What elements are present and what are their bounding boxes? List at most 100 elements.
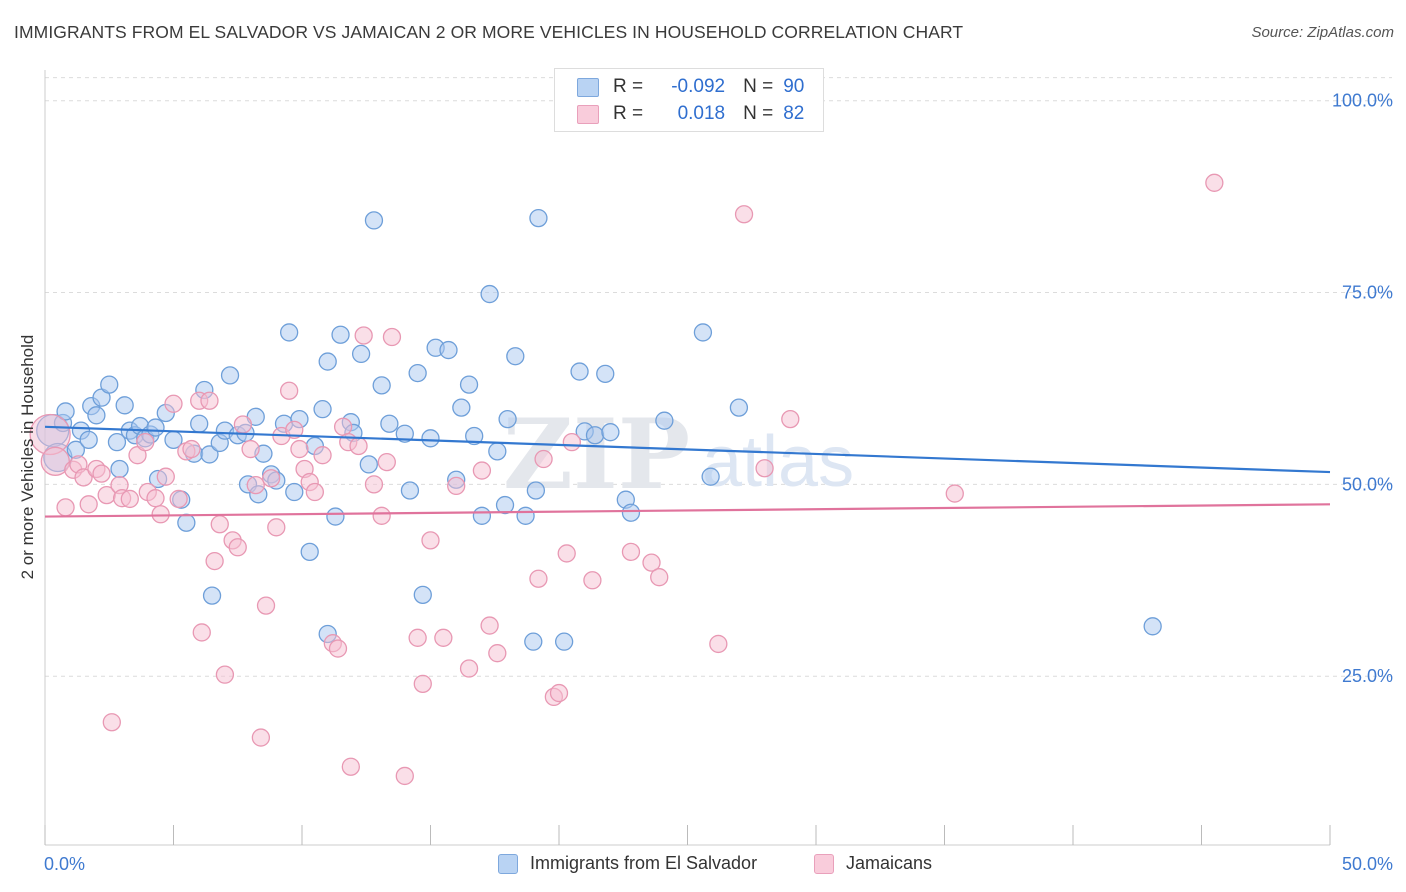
point-jamaicans — [755, 459, 774, 478]
point-el-salvador — [488, 442, 507, 461]
legend-swatch-blue — [577, 77, 599, 97]
point-jamaicans — [488, 644, 507, 663]
point-el-salvador — [115, 396, 134, 415]
point-el-salvador — [285, 482, 304, 502]
source-credit: Source: ZipAtlas.com — [1251, 24, 1394, 41]
point-el-salvador — [107, 433, 127, 452]
point-jamaicans — [120, 489, 139, 509]
point-el-salvador — [100, 375, 119, 394]
point-jamaicans — [421, 531, 440, 550]
point-el-salvador — [395, 424, 414, 443]
point-jamaicans — [305, 482, 325, 502]
point-jamaicans — [279, 381, 299, 400]
y-tick-label: 25.0% — [1342, 666, 1393, 686]
n-value: 90 — [783, 76, 805, 97]
point-jamaicans — [169, 489, 188, 509]
point-jamaicans — [333, 417, 353, 436]
point-jamaicans — [241, 439, 260, 459]
legend-row-jamaicans: R = 0.018 N = 82 — [577, 101, 804, 127]
point-el-salvador — [372, 376, 391, 395]
point-jamaicans — [382, 327, 402, 347]
point-jamaicans — [408, 628, 427, 647]
point-jamaicans — [734, 205, 754, 224]
point-el-salvador — [554, 632, 574, 651]
point-jamaicans — [246, 475, 265, 495]
point-jamaicans — [56, 498, 75, 517]
point-el-salvador — [526, 481, 546, 500]
point-jamaicans — [354, 326, 373, 345]
point-jamaicans — [251, 728, 271, 747]
n-label: N = — [743, 103, 774, 124]
point-jamaicans — [709, 634, 728, 654]
n-label: N = — [743, 76, 774, 97]
legend-label: Jamaicans — [846, 853, 933, 873]
point-jamaicans — [480, 616, 499, 635]
point-el-salvador — [87, 406, 106, 425]
point-el-salvador — [596, 364, 615, 384]
point-jamaicans — [341, 757, 360, 776]
point-jamaicans — [562, 433, 581, 452]
point-jamaicans — [557, 544, 576, 563]
point-jamaicans — [146, 489, 165, 508]
point-jamaicans — [151, 505, 170, 524]
point-jamaicans — [256, 596, 276, 615]
point-jamaicans — [529, 569, 548, 588]
r-label: R = — [613, 103, 644, 124]
r-value: -0.092 — [671, 76, 726, 97]
chart-title: IMMIGRANTS FROM EL SALVADOR VS JAMAICAN … — [14, 22, 964, 42]
point-el-salvador — [56, 402, 75, 421]
point-jamaicans — [534, 449, 553, 469]
point-jamaicans — [364, 475, 384, 494]
watermark-atlas: atlas — [702, 422, 854, 502]
point-jamaicans — [192, 623, 211, 642]
y-tick-label: 100.0% — [1332, 91, 1393, 111]
point-el-salvador — [202, 586, 222, 605]
point-el-salvador — [472, 506, 492, 525]
r-value: 0.018 — [677, 103, 726, 124]
point-jamaicans — [262, 469, 281, 488]
point-el-salvador — [279, 323, 299, 342]
legend-swatch-pink — [577, 104, 599, 124]
point-el-salvador — [400, 481, 420, 500]
point-el-salvador — [439, 340, 458, 360]
point-jamaicans — [413, 674, 432, 694]
point-el-salvador — [364, 211, 384, 230]
point-el-salvador — [524, 632, 543, 651]
legend-row-el-salvador: R = -0.092 N = 90 — [577, 74, 804, 100]
point-el-salvador — [326, 507, 345, 526]
point-jamaicans — [549, 683, 569, 703]
point-jamaicans — [650, 568, 669, 587]
point-jamaicans — [285, 420, 304, 440]
point-el-salvador — [359, 455, 378, 474]
point-el-salvador — [177, 513, 196, 532]
point-el-salvador — [465, 426, 484, 446]
point-jamaicans — [210, 515, 229, 534]
y-tick-label: 50.0% — [1342, 474, 1393, 494]
point-jamaicans — [290, 439, 309, 459]
point-jamaicans — [267, 518, 286, 537]
grid-layer — [45, 77, 1392, 677]
point-jamaicans — [459, 659, 479, 678]
point-jamaicans — [136, 433, 155, 452]
point-el-salvador — [693, 323, 713, 342]
legend-item-jamaicans: Jamaicans — [814, 853, 932, 874]
point-el-salvador — [200, 445, 219, 464]
point-el-salvador — [413, 585, 432, 605]
y-axis-label: 2 or more Vehicles in Household — [18, 334, 37, 580]
point-el-salvador — [729, 398, 749, 417]
point-el-salvador — [318, 352, 337, 371]
point-el-salvador — [452, 398, 471, 417]
point-jamaicans — [313, 446, 332, 465]
point-jamaicans — [74, 468, 93, 487]
point-el-salvador — [190, 414, 209, 433]
point-el-salvador — [601, 423, 620, 442]
watermark: ZIP atlas — [503, 398, 854, 511]
trend-line-jamaicans — [44, 503, 1331, 518]
point-jamaicans — [233, 415, 253, 434]
point-jamaicans — [92, 464, 111, 483]
point-jamaicans — [349, 436, 368, 456]
legend-item-el-salvador: Immigrants from El Salvador — [498, 853, 757, 874]
point-el-salvador — [506, 347, 525, 366]
point-el-salvador — [498, 409, 517, 429]
point-el-salvador — [351, 344, 371, 364]
